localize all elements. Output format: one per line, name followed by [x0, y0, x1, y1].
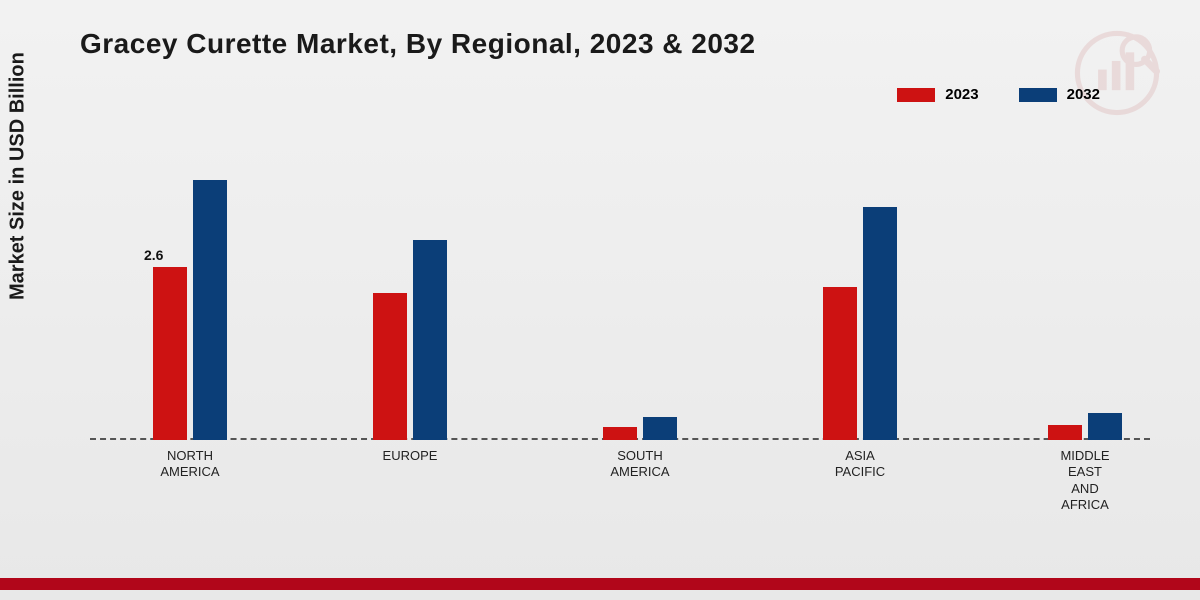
- bar-value-label: 2.6: [144, 247, 163, 263]
- bar-2023: [1048, 425, 1082, 440]
- x-axis-labels: NORTH AMERICA EUROPE SOUTH AMERICA ASIA PAC…: [90, 448, 1150, 548]
- bar-group: [1035, 413, 1135, 440]
- bar-2023: [373, 293, 407, 440]
- bar-2032: [1088, 413, 1122, 440]
- bar-2023: [153, 267, 187, 440]
- x-axis-category-label: MIDDLE EAST AND AFRICA: [1015, 448, 1155, 513]
- x-axis-category-label: ASIA PACIFIC: [790, 448, 930, 481]
- footer-accent-bar: [0, 578, 1200, 590]
- plot-area: 2.6: [90, 140, 1150, 440]
- legend-label-2023: 2023: [945, 86, 978, 103]
- x-axis-category-label: NORTH AMERICA: [120, 448, 260, 481]
- bar-2032: [643, 417, 677, 440]
- chart-title: Gracey Curette Market, By Regional, 2023…: [80, 28, 756, 60]
- x-axis-category-label: SOUTH AMERICA: [570, 448, 710, 481]
- bar-2023: [823, 287, 857, 440]
- bar-2032: [413, 240, 447, 440]
- bar-2023: [603, 427, 637, 440]
- legend-swatch-2023: [897, 88, 935, 102]
- legend-item-2032: 2032: [1019, 86, 1100, 103]
- bar-2032: [863, 207, 897, 440]
- legend-item-2023: 2023: [897, 86, 978, 103]
- y-axis-label: Market Size in USD Billion: [7, 52, 30, 300]
- x-axis-category-label: EUROPE: [340, 448, 480, 464]
- bar-group: [140, 180, 240, 440]
- legend-label-2032: 2032: [1067, 86, 1100, 103]
- bar-group: [360, 240, 460, 440]
- legend-swatch-2032: [1019, 88, 1057, 102]
- legend: 2023 2032: [897, 86, 1100, 103]
- bar-2032: [193, 180, 227, 440]
- brand-watermark-icon: [1074, 30, 1160, 116]
- bar-group: [590, 417, 690, 440]
- bar-group: [810, 207, 910, 440]
- chart-canvas: Gracey Curette Market, By Regional, 2023…: [0, 0, 1200, 600]
